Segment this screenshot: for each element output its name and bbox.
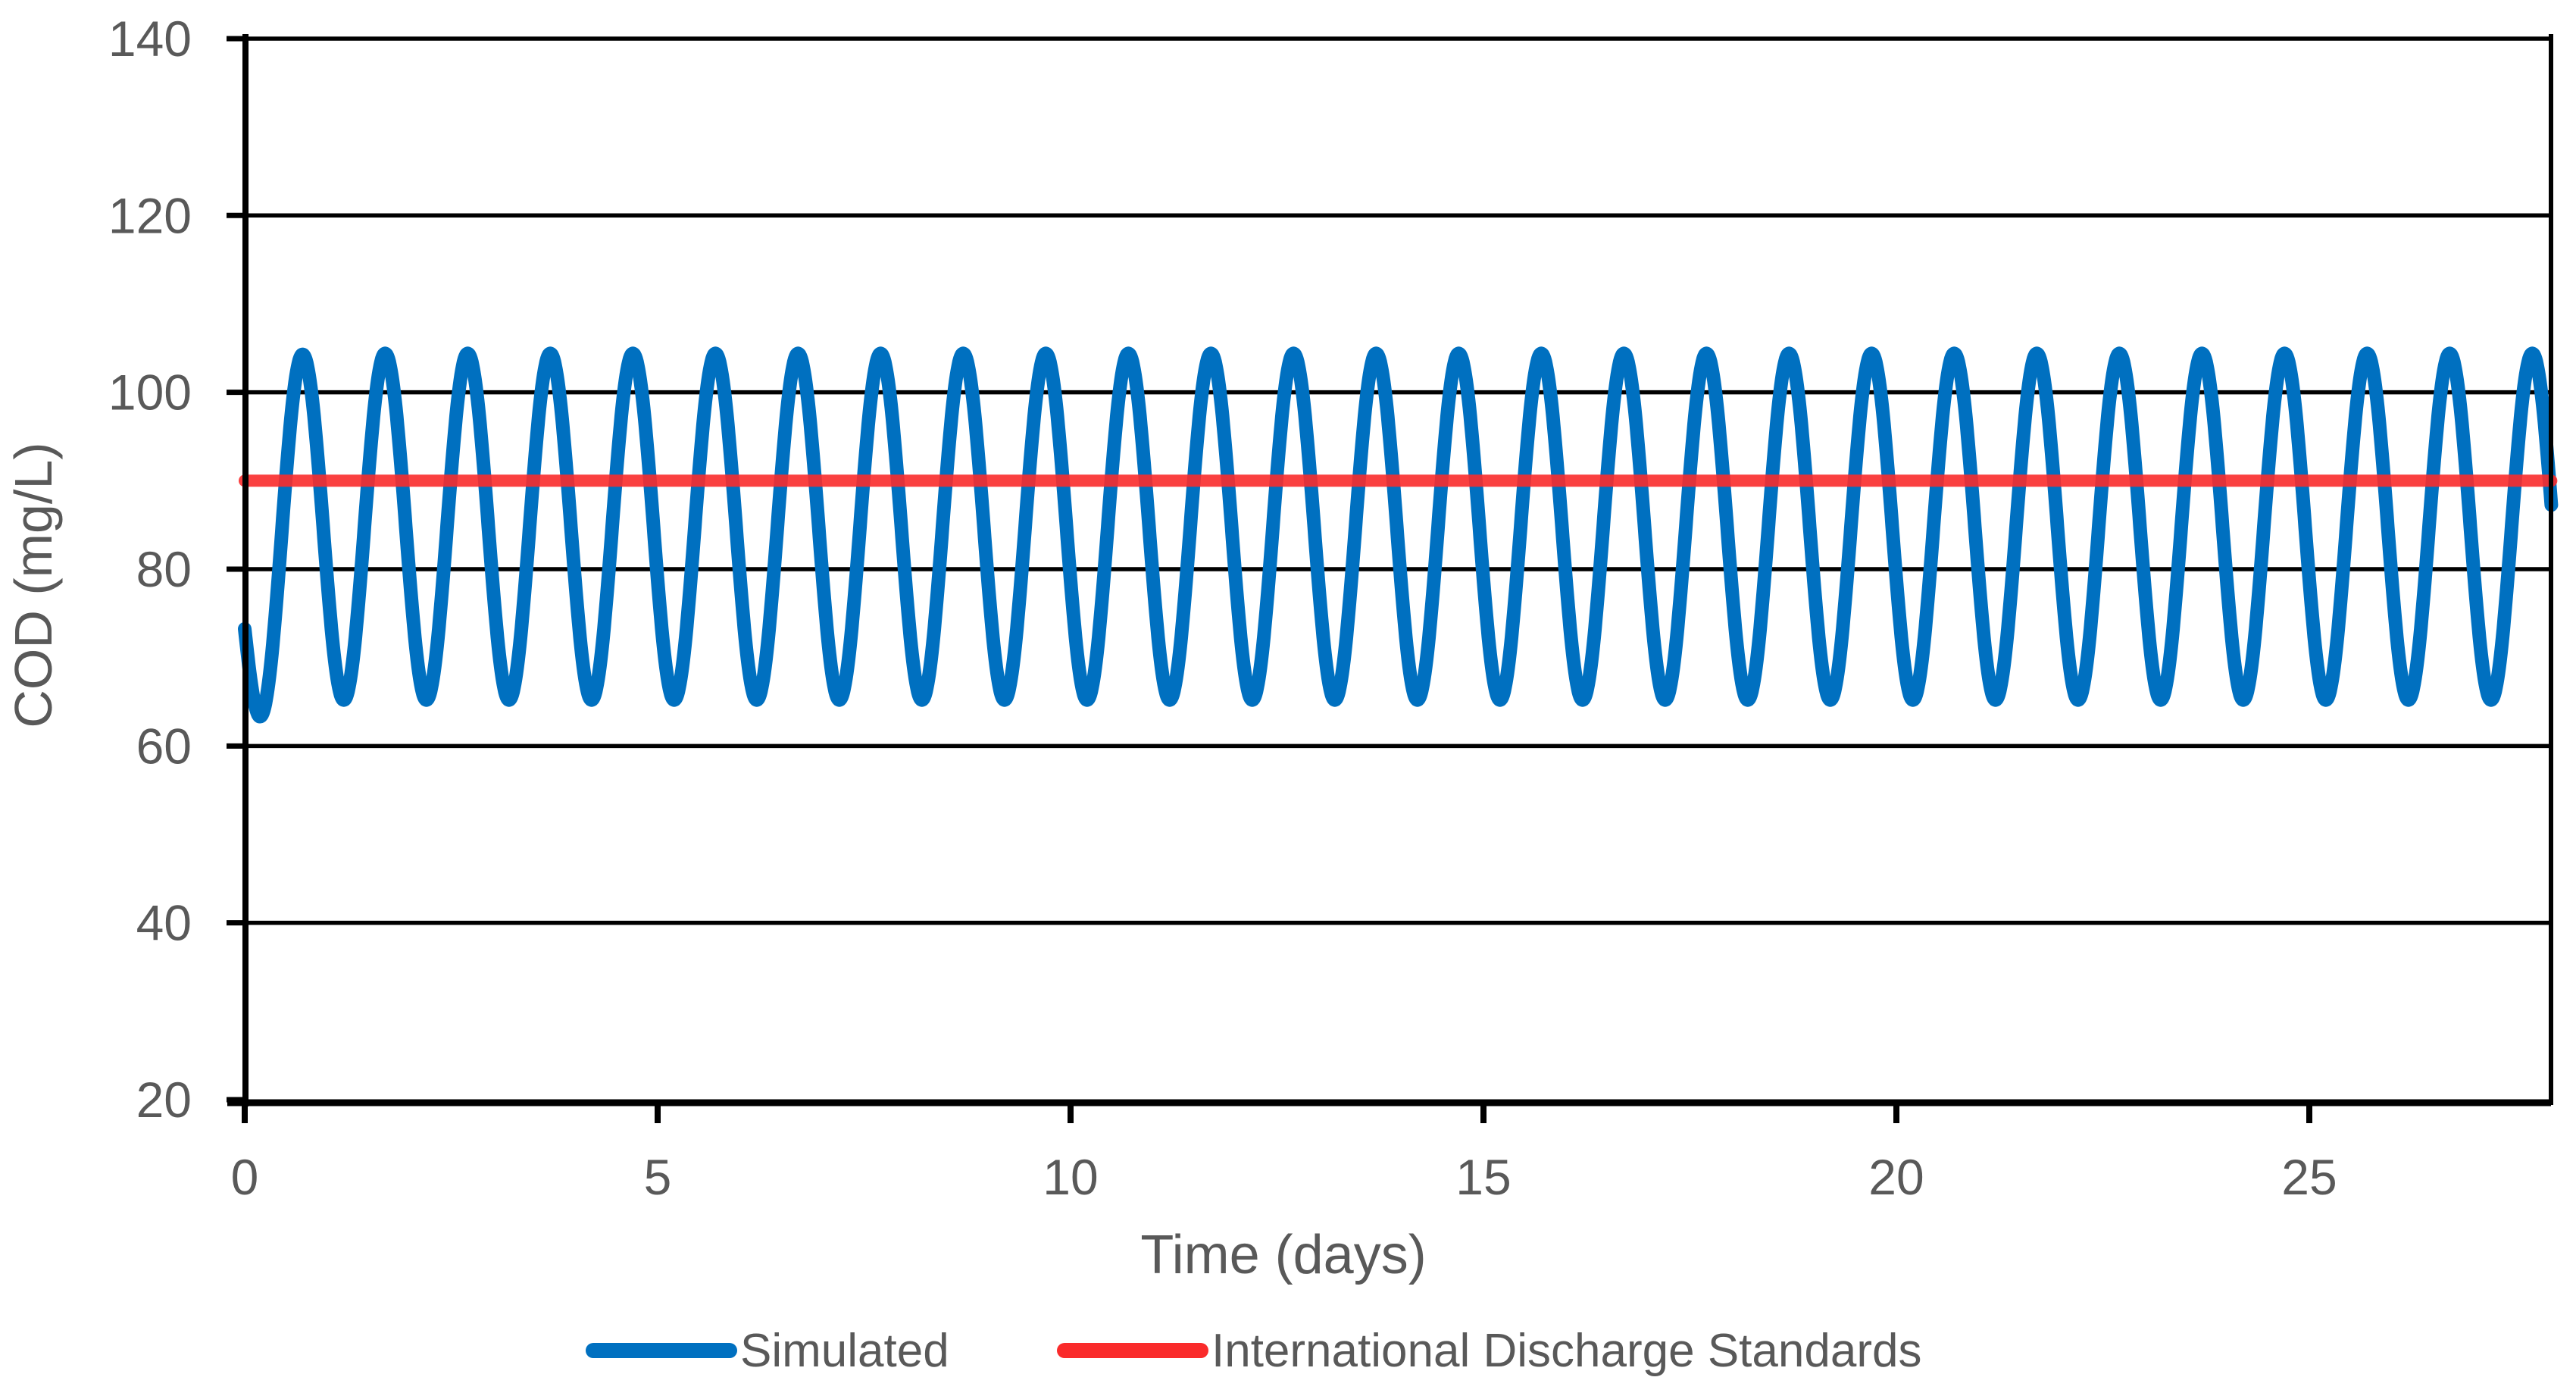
y-tick-label: 100 bbox=[108, 365, 192, 421]
series-simulated-line bbox=[238, 346, 2559, 724]
legend-label-standards: International Discharge Standards bbox=[1211, 1325, 1921, 1377]
legend: Simulated International Discharge Standa… bbox=[586, 1325, 1921, 1377]
axis-layer bbox=[227, 34, 2553, 1123]
x-tick-label: 25 bbox=[2281, 1149, 2337, 1205]
y-tick-label: 60 bbox=[136, 718, 192, 774]
x-tick-label: 15 bbox=[1455, 1149, 1511, 1205]
x-tick-label: 20 bbox=[1868, 1149, 1924, 1205]
x-axis-title: Time (days) bbox=[1140, 1225, 1426, 1285]
series-layer bbox=[238, 346, 2559, 724]
legend-label-simulated: Simulated bbox=[740, 1325, 949, 1377]
y-tick-label: 80 bbox=[136, 541, 192, 597]
y-tick-label: 120 bbox=[108, 187, 192, 243]
x-tick-label: 0 bbox=[231, 1149, 259, 1205]
y-axis-title: COD (mg/L) bbox=[4, 442, 63, 728]
y-tick-label: 40 bbox=[136, 895, 192, 951]
x-tick-label: 10 bbox=[1043, 1149, 1098, 1205]
x-tick-label: 5 bbox=[644, 1149, 672, 1205]
tick-label-layer: 20 40 60 80 100 120 140 0 5 10 15 20 25 bbox=[108, 11, 2337, 1205]
y-tick-label: 20 bbox=[136, 1072, 192, 1128]
y-tick-label: 140 bbox=[108, 11, 192, 67]
